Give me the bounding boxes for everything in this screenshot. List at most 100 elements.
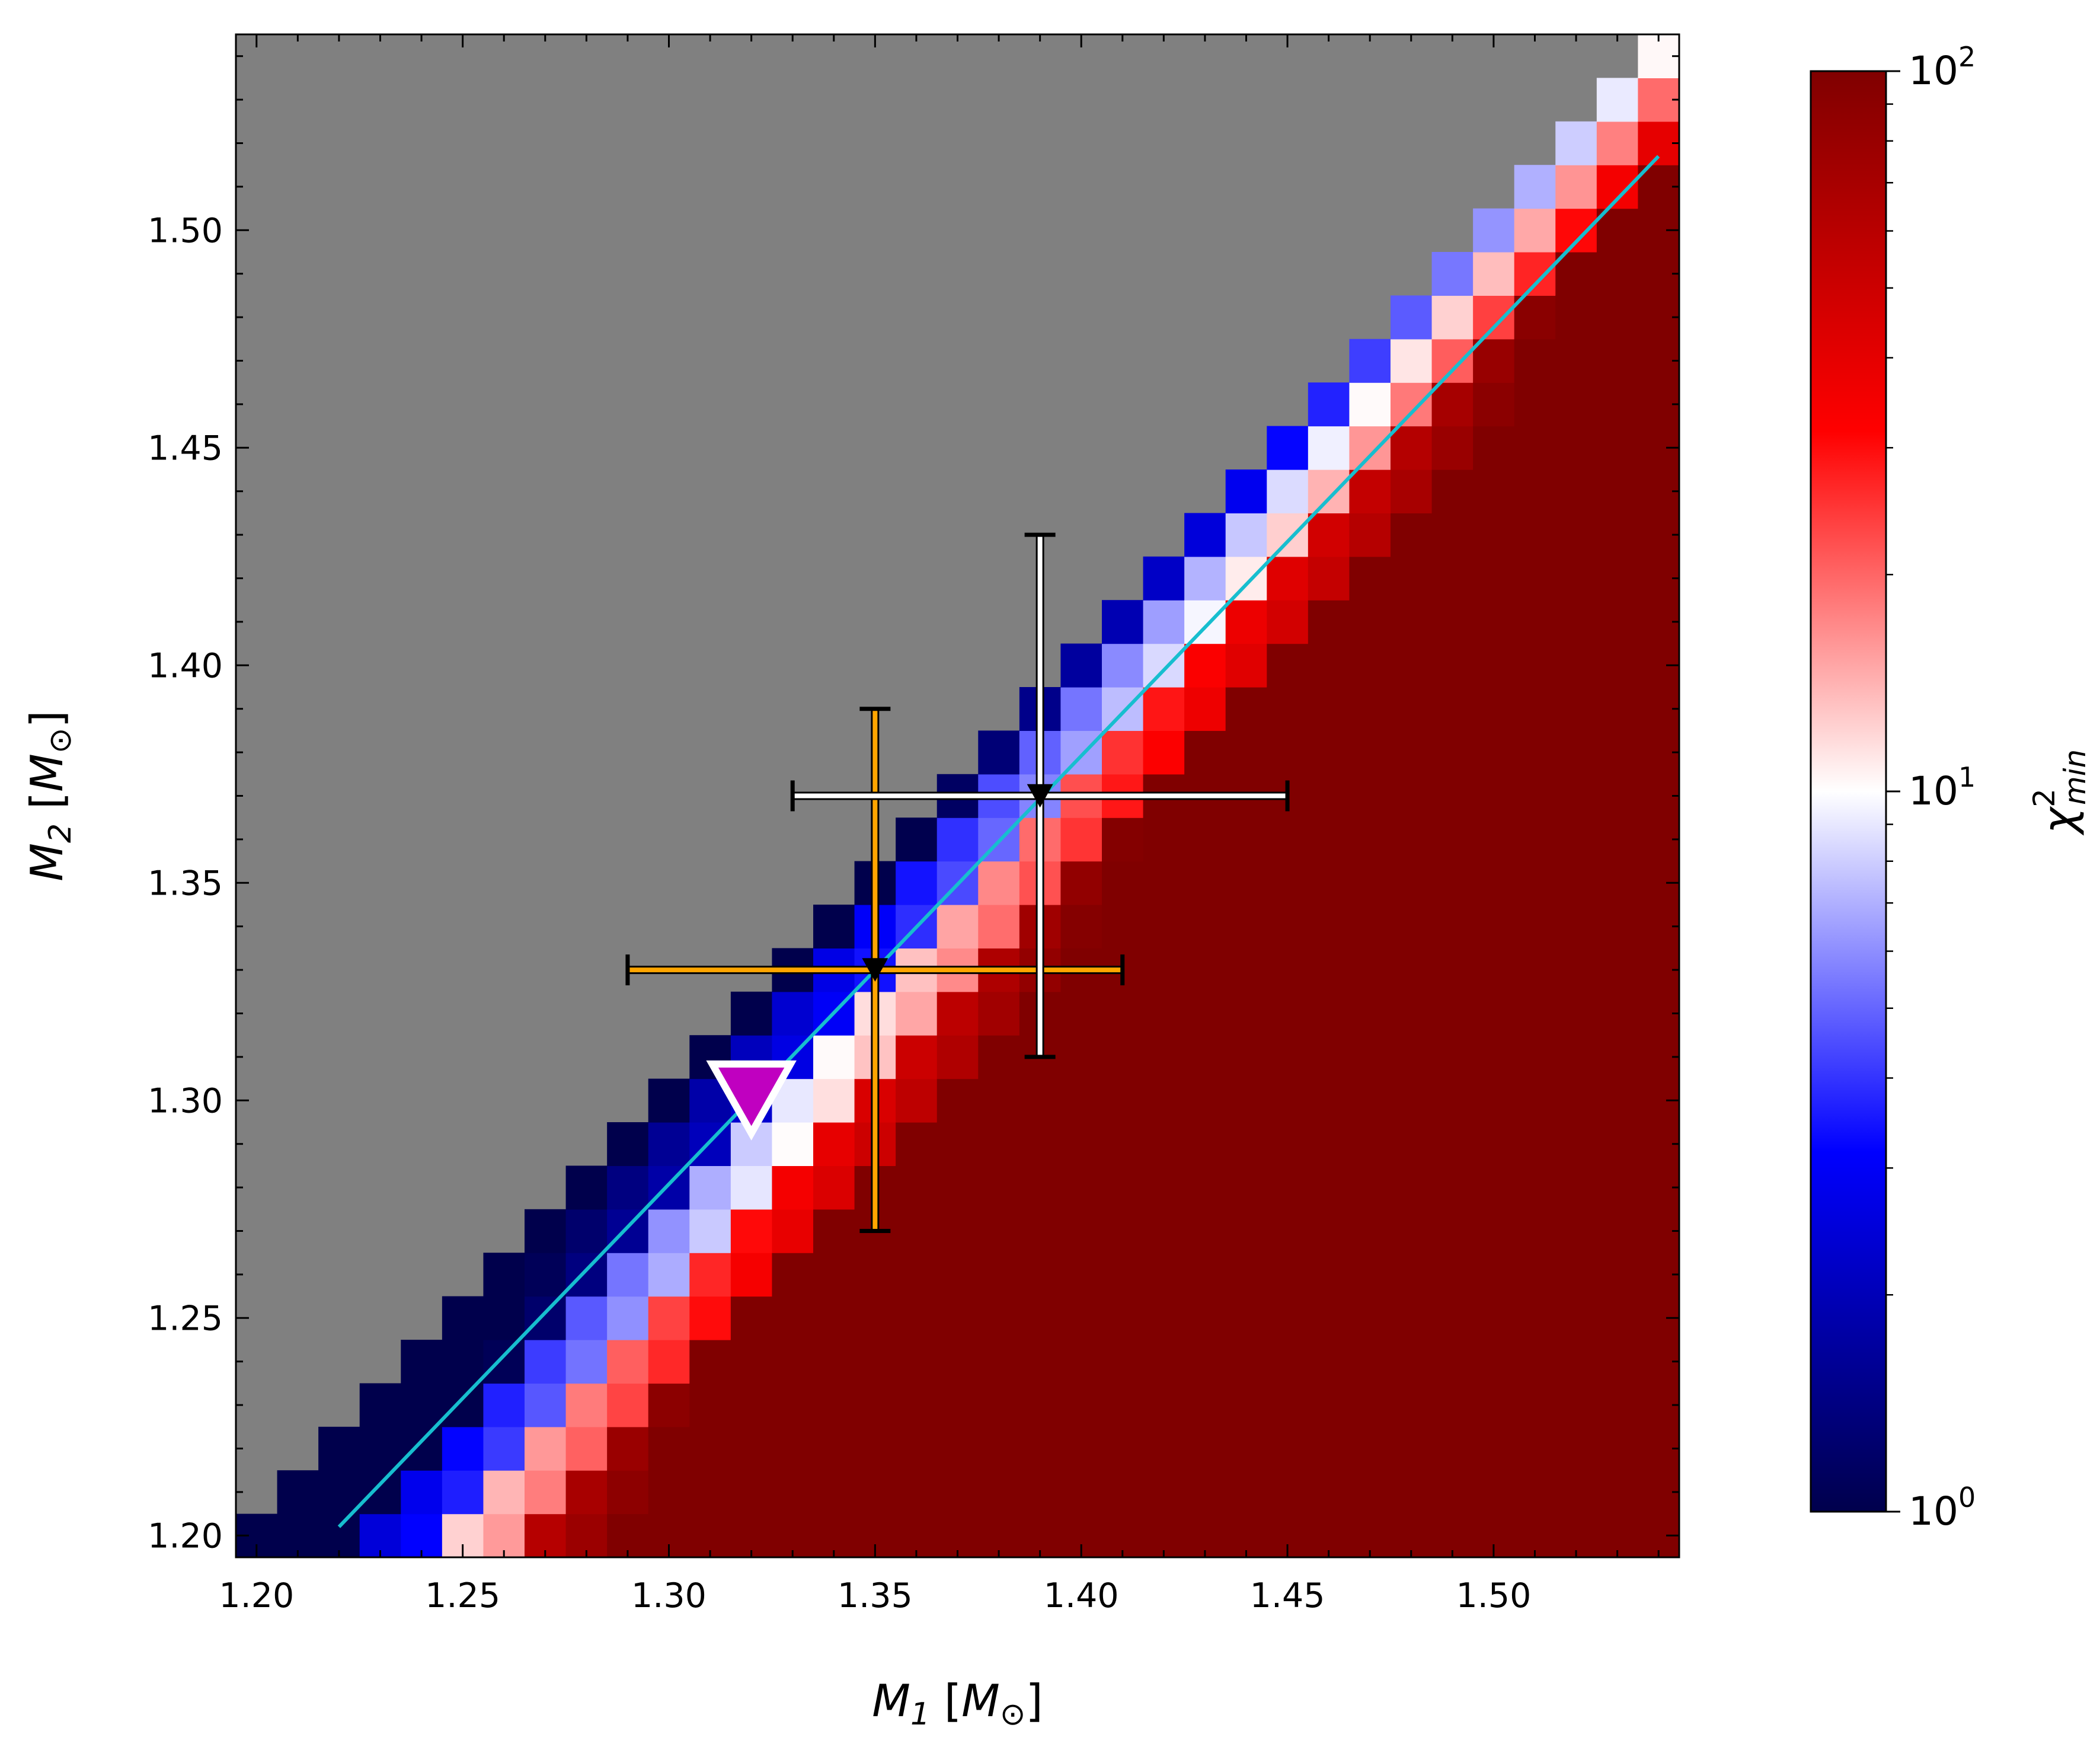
heatmap-cell [1473,643,1515,688]
heatmap-cell [1473,991,1515,1036]
heatmap-cell [1391,1209,1433,1253]
heatmap-cell [1596,470,1639,513]
heatmap-cell [1308,556,1350,601]
heatmap-cell [565,1340,608,1384]
heatmap-cell [1431,1426,1473,1471]
heatmap-cell [1225,643,1267,688]
heatmap-cell [401,1470,443,1515]
heatmap-cell [565,1426,608,1471]
heatmap-cell [1514,991,1556,1036]
heatmap-cell [1267,730,1309,775]
heatmap-cell [1225,991,1267,1036]
heatmap-cell [1391,1165,1433,1210]
heatmap-cell [1267,1426,1309,1471]
heatmap-cell [1267,948,1309,992]
heatmap-cell [1514,165,1556,209]
heatmap-cell [1514,1035,1556,1080]
heatmap-cell [483,1340,525,1384]
heatmap-cell [1267,1165,1309,1210]
heatmap-cell [1267,1035,1309,1080]
heatmap-cell [1431,643,1473,688]
heatmap-cell [1225,687,1267,731]
heatmap-cell [1473,1383,1515,1427]
heatmap-cell [978,1383,1020,1427]
y-tick-label: 1.35 [148,864,223,903]
heatmap-cell [1596,121,1639,165]
heatmap-cell [896,817,938,862]
heatmap-cell [813,1209,855,1253]
heatmap-cell [1555,1253,1597,1297]
heatmap-cell [1555,382,1597,427]
heatmap-cell [1473,600,1515,644]
heatmap-cell [1431,426,1473,470]
heatmap-cell [1596,1383,1639,1427]
heatmap-cell [1596,861,1639,905]
heatmap-cell [1431,252,1473,296]
heatmap-cell [1555,470,1597,513]
heatmap-cell [1308,470,1350,513]
x-axis-label: M1 [M⊙] [872,1675,1043,1732]
heatmap-cell [1184,861,1226,905]
errorbar-white [790,532,1290,1059]
heatmap-cell [1555,861,1597,905]
heatmap-cell [1349,1340,1391,1384]
heatmap-cell [1391,1296,1433,1340]
heatmap-cell [607,1340,649,1384]
heatmap-cell [1143,1078,1185,1123]
heatmap-cell [1431,817,1473,862]
heatmap-cell [1184,1426,1226,1471]
heatmap-cell [565,1383,608,1427]
heatmap-cell [978,1470,1020,1515]
heatmap-cell [896,1209,938,1253]
heatmap-cell [1596,295,1639,340]
heatmap-cell [1555,295,1597,340]
heatmap-cell [1555,208,1597,253]
heatmap-cell [1102,861,1144,905]
x-tick-label: 1.30 [631,1576,707,1615]
heatmap-cell [1473,1426,1515,1471]
heatmap-cell [1184,817,1226,862]
heatmap-cell [1473,295,1515,340]
heatmap-cell [1102,1165,1144,1210]
heatmap-cell [1184,1035,1226,1080]
heatmap-cell [1391,600,1433,644]
heatmap-cell [1060,1426,1102,1471]
heatmap-cell [1060,730,1102,775]
heatmap-cell [1391,556,1433,601]
heatmap-cell [813,1078,855,1123]
heatmap-cell [1267,470,1309,513]
heatmap-cell [813,1165,855,1210]
heatmap-cell [730,1209,773,1253]
heatmap-cell [1514,1470,1556,1515]
heatmap-cell [813,1340,855,1384]
heatmap-cell [1225,600,1267,644]
heatmap-cell [1596,1426,1639,1471]
heatmap-cell [1060,1340,1102,1384]
heatmap-cell [1308,426,1350,470]
heatmap-cell [1143,817,1185,862]
heatmap-cell [936,1253,979,1297]
heatmap-cell [896,1340,938,1384]
heatmap-cell [1019,1165,1062,1210]
heatmap-cell [978,1209,1020,1253]
x-tick-label: 1.40 [1044,1576,1119,1615]
heatmap-cell [1596,905,1639,948]
heatmap-cell [1184,1165,1226,1210]
heatmap-cell [813,1035,855,1080]
heatmap-cell [1514,426,1556,470]
heatmap-cell [1102,687,1144,731]
heatmap-cell [1514,1296,1556,1340]
heatmap-cell [936,1122,979,1166]
heatmap-cell [1555,600,1597,644]
heatmap-cell [277,1470,319,1515]
heatmap-cell [1308,1165,1350,1210]
heatmap-cell [1308,991,1350,1036]
heatmap-cell [730,1165,773,1210]
heatmap-cell [1596,774,1639,818]
heatmap-cell [401,1340,443,1384]
heatmap-cell [648,1122,690,1166]
heatmap-cell [1391,1470,1433,1515]
heatmap-cell [1225,817,1267,862]
heatmap-cell [1596,1035,1639,1080]
heatmap-cell [978,905,1020,948]
